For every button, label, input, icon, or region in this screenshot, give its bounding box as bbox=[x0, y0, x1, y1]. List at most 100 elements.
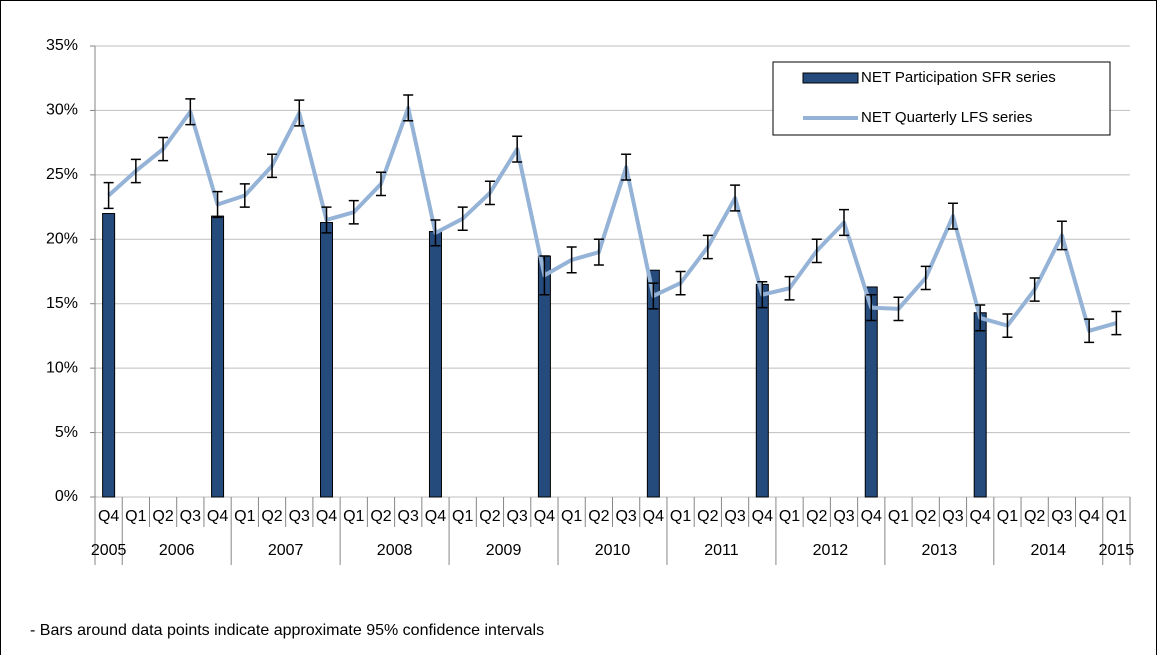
error-bar bbox=[1002, 313, 1013, 338]
error-bar bbox=[1111, 310, 1122, 336]
y-tick-label: 20% bbox=[46, 231, 78, 248]
year-label: 2006 bbox=[159, 542, 195, 559]
error-bar bbox=[757, 281, 768, 309]
y-tick-label: 0% bbox=[55, 488, 78, 505]
x-tick-label: Q2 bbox=[806, 508, 827, 525]
error-bar bbox=[212, 190, 223, 219]
bar bbox=[102, 213, 116, 498]
error-bar bbox=[403, 94, 414, 122]
error-bar bbox=[866, 293, 877, 322]
error-bar bbox=[539, 255, 550, 296]
x-tick-label: Q4 bbox=[207, 508, 228, 525]
x-tick-label: Q4 bbox=[1078, 508, 1099, 525]
bar bbox=[864, 286, 878, 498]
error-bar bbox=[185, 98, 196, 126]
x-tick-label: Q1 bbox=[561, 508, 582, 525]
bar bbox=[320, 222, 334, 498]
x-tick-label: Q3 bbox=[506, 508, 527, 525]
error-bar bbox=[375, 171, 386, 197]
x-tick-label: Q1 bbox=[997, 508, 1018, 525]
year-label: 2005 bbox=[91, 542, 127, 559]
error-bar bbox=[920, 265, 931, 291]
x-tick-label: Q3 bbox=[942, 508, 963, 525]
error-bar bbox=[430, 219, 441, 247]
x-tick-label: Q3 bbox=[833, 508, 854, 525]
x-tick-label: Q2 bbox=[261, 508, 282, 525]
error-bar bbox=[294, 99, 305, 127]
x-tick-label: Q2 bbox=[1024, 508, 1045, 525]
error-bar bbox=[839, 208, 850, 237]
legend-label: NET Participation SFR series bbox=[861, 69, 1056, 86]
x-tick-label: Q1 bbox=[234, 508, 255, 525]
error-bar bbox=[239, 183, 250, 208]
y-tick-label: 25% bbox=[46, 166, 78, 183]
error-bar bbox=[321, 206, 332, 234]
x-tick-label: Q4 bbox=[316, 508, 337, 525]
x-tick-label: Q2 bbox=[479, 508, 500, 525]
error-bar bbox=[730, 184, 741, 212]
error-bar bbox=[512, 135, 523, 163]
error-bar bbox=[348, 199, 359, 225]
year-label: 2007 bbox=[268, 542, 304, 559]
legend-label: NET Quarterly LFS series bbox=[861, 109, 1032, 126]
error-bar bbox=[947, 202, 958, 230]
x-tick-label: Q4 bbox=[98, 508, 119, 525]
x-tick-label: Q1 bbox=[888, 508, 909, 525]
error-bar bbox=[811, 238, 822, 264]
year-label: 2008 bbox=[377, 542, 413, 559]
error-bar bbox=[1084, 318, 1095, 344]
x-tick-label: Q3 bbox=[180, 508, 201, 525]
x-tick-label: Q4 bbox=[861, 508, 882, 525]
x-tick-label: Q3 bbox=[398, 508, 419, 525]
error-bar bbox=[1056, 220, 1067, 251]
year-label: 2012 bbox=[813, 542, 849, 559]
error-bar bbox=[566, 246, 577, 274]
year-label: 2013 bbox=[922, 542, 958, 559]
error-bar bbox=[975, 304, 986, 332]
line bbox=[107, 105, 1117, 333]
error-bar bbox=[103, 181, 114, 210]
bar bbox=[646, 269, 660, 498]
x-tick-label: Q2 bbox=[152, 508, 173, 525]
bar bbox=[211, 215, 225, 498]
error-bar bbox=[593, 238, 604, 266]
bar bbox=[973, 312, 987, 498]
year-label: 2009 bbox=[486, 542, 522, 559]
error-bar bbox=[893, 296, 904, 322]
y-tick-label: 5% bbox=[55, 424, 78, 441]
error-bar bbox=[158, 136, 169, 162]
x-tick-label: Q1 bbox=[670, 508, 691, 525]
y-tick-label: 15% bbox=[46, 295, 78, 312]
x-tick-label: Q2 bbox=[915, 508, 936, 525]
y-tick-label: 30% bbox=[46, 102, 78, 119]
legend-swatch bbox=[802, 72, 859, 84]
error-bar bbox=[702, 234, 713, 260]
x-tick-label: Q1 bbox=[343, 508, 364, 525]
x-tick-label: Q4 bbox=[752, 508, 773, 525]
error-bar bbox=[675, 270, 686, 296]
bar bbox=[755, 283, 769, 498]
x-tick-label: Q4 bbox=[643, 508, 664, 525]
x-tick-label: Q4 bbox=[425, 508, 446, 525]
x-tick-label: Q1 bbox=[452, 508, 473, 525]
year-label: 2011 bbox=[704, 542, 739, 559]
x-tick-label: Q2 bbox=[697, 508, 718, 525]
year-label: 2010 bbox=[595, 542, 631, 559]
x-tick-label: Q4 bbox=[534, 508, 555, 525]
error-bar bbox=[484, 180, 495, 206]
bar bbox=[428, 231, 442, 498]
error-bar bbox=[130, 158, 141, 184]
error-bar bbox=[267, 153, 278, 179]
x-tick-label: Q1 bbox=[779, 508, 800, 525]
x-tick-label: Q3 bbox=[615, 508, 636, 525]
error-bar bbox=[648, 282, 659, 310]
x-tick-label: Q1 bbox=[125, 508, 146, 525]
error-bar bbox=[784, 275, 795, 301]
x-tick-label: Q3 bbox=[1051, 508, 1072, 525]
error-bar bbox=[621, 153, 632, 181]
x-tick-label: Q2 bbox=[370, 508, 391, 525]
x-tick-label: Q2 bbox=[588, 508, 609, 525]
annotation: - Bars around data points indicate appro… bbox=[30, 622, 544, 639]
y-tick-label: 10% bbox=[46, 359, 78, 376]
